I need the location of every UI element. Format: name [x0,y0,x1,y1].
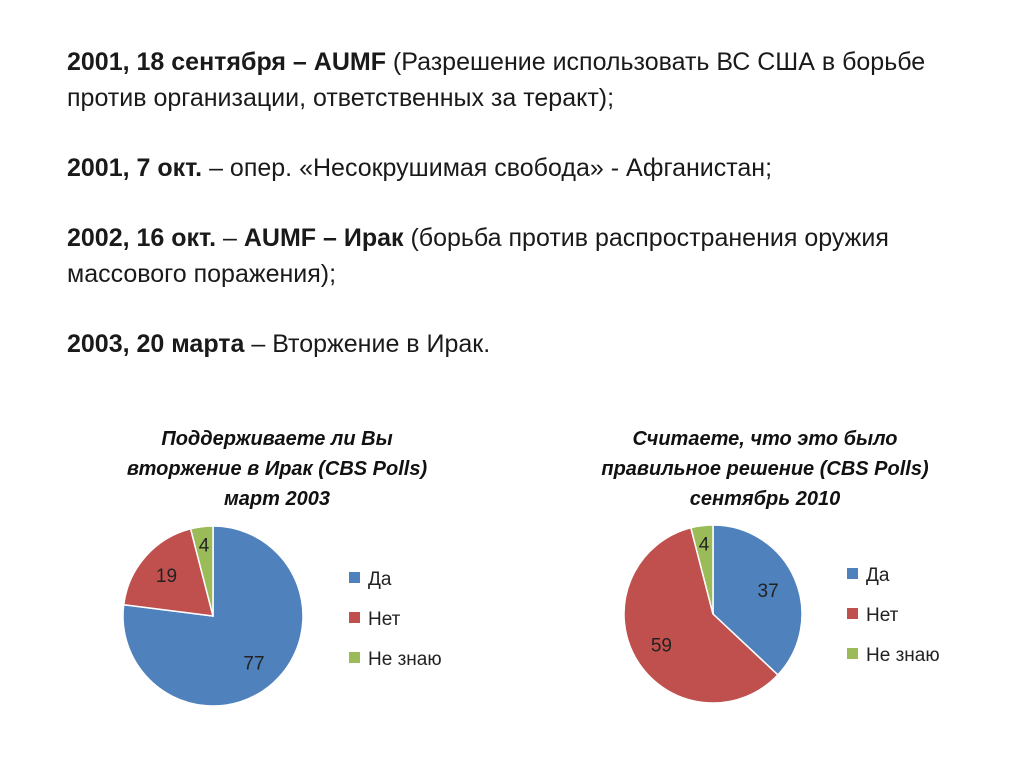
pie-data-label: 59 [651,636,672,657]
timeline-entry: 2003, 20 марта – Вторжение в Ирак. [67,326,967,362]
entry-date: 2003, 20 марта [67,330,245,358]
entry-date: 2001, 18 сентября – AUMF [67,48,386,76]
legend-swatch-yes [349,572,360,583]
chart-title-line: март 2003 [224,488,330,510]
legend-label: Не знаю [368,649,442,670]
pie-data-label: 4 [199,536,210,557]
legend-label: Нет [368,609,401,630]
legend-label: Да [866,565,890,586]
chart-title-line: вторжение в Ирак (CBS Polls) [126,458,428,480]
legend-swatch-dont-know [847,648,858,659]
chart-title-2010: Считаете, что это было правильное решени… [545,424,985,514]
entry-text: (Разрешение использовать ВС США в борьбе… [67,48,926,112]
entry-text: – опер. «Несокрушимая свобода» - Афганис… [202,154,773,182]
chart-title-line: Считаете, что это было [632,428,898,450]
entry-subject: AUMF – Ирак [243,224,404,252]
pie-data-label: 19 [156,566,177,587]
legend-swatch-no [847,608,858,619]
pie-data-label: 37 [758,581,779,602]
legend-label: Нет [866,605,899,626]
legend-swatch-no [349,612,360,623]
chart-title-line: сентябрь 2010 [689,488,841,510]
timeline-entry: 2002, 16 окт. – AUMF – Ирак (борьба прот… [67,220,967,292]
timeline-entry: 2001, 7 окт. – опер. «Несокрушимая свобо… [67,150,967,186]
chart-title-2003: Поддерживаете ли Вы вторжение в Ирак (CB… [70,424,484,514]
chart-title-line: правильное решение (CBS Polls) [601,458,929,480]
entry-date: 2001, 7 окт. [67,154,203,182]
legend-swatch-dont-know [349,652,360,663]
pie-data-label: 4 [699,534,710,555]
pie-slice-yes [712,524,803,676]
pie-slice-no [623,526,779,704]
entry-text: – Вторжение в Ирак. [244,330,491,358]
pie-slice-dont-know [189,525,214,617]
entry-date: 2002, 16 окт. [67,224,217,252]
entry-text: (борьба против распространения оружия ма… [67,224,889,288]
legend-label: Не знаю [866,645,940,666]
pie-slice-dont-know [689,524,714,615]
legend-swatch-yes [847,568,858,579]
chart-title-line: Поддерживаете ли Вы [161,428,393,450]
timeline: 2001, 18 сентября – AUMF (Разрешение исп… [67,44,967,362]
pie-data-label: 77 [243,654,264,675]
entry-separator: – [216,224,244,252]
pie-slice-no [122,527,215,617]
legend-label: Да [368,569,392,590]
timeline-entry: 2001, 18 сентября – AUMF (Разрешение исп… [67,44,967,116]
